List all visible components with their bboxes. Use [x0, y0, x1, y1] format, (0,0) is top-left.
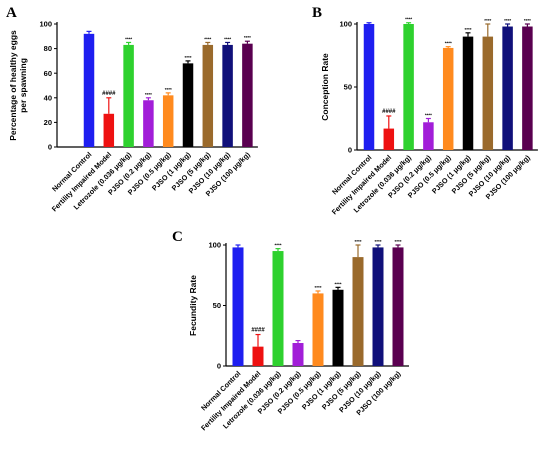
- y-tick-label: 60: [44, 69, 52, 78]
- panel-letter: A: [6, 5, 17, 21]
- bar: [252, 346, 264, 366]
- bar: [232, 247, 244, 366]
- significance-stars: ****: [184, 55, 191, 60]
- y-tick-label: 100: [208, 241, 221, 250]
- bar: [522, 26, 533, 150]
- bar: [242, 43, 253, 147]
- significance-stars: ****: [524, 18, 531, 23]
- bar: [312, 293, 324, 366]
- bar: [202, 44, 214, 147]
- bar: [482, 36, 494, 150]
- hash-annotation: ####: [102, 91, 116, 97]
- panel-letter: C: [172, 229, 183, 245]
- significance-stars: ****: [165, 87, 172, 92]
- significance-stars: ****: [354, 239, 361, 244]
- y-tick-label: 100: [339, 20, 352, 29]
- bar: [352, 257, 364, 366]
- bar: [222, 44, 233, 147]
- bar: [392, 247, 404, 366]
- y-tick-label: 40: [44, 93, 52, 102]
- bar: [403, 24, 414, 150]
- significance-stars: ****: [504, 18, 511, 23]
- bar: [372, 247, 384, 366]
- significance-stars: ****: [394, 239, 401, 244]
- significance-stars: ****: [484, 18, 491, 23]
- y-tick-label: 100: [39, 20, 52, 29]
- y-tick-label: 0: [48, 143, 52, 152]
- y-axis-label: Conception Rate: [320, 53, 330, 121]
- bar: [143, 100, 154, 147]
- bar: [332, 289, 344, 366]
- y-axis-label: per spawning: [18, 58, 28, 113]
- y-tick-label: 50: [344, 83, 352, 92]
- significance-stars: ****: [445, 41, 452, 46]
- bar: [383, 128, 395, 150]
- bar: [502, 26, 513, 150]
- bar: [462, 36, 474, 150]
- bar: [363, 24, 375, 150]
- y-tick-label: 80: [44, 44, 52, 53]
- significance-stars: ****: [204, 36, 211, 41]
- significance-stars: ****: [274, 243, 281, 248]
- bar: [103, 113, 115, 147]
- bar: [162, 95, 174, 147]
- bar: [182, 63, 194, 147]
- significance-stars: ****: [464, 27, 471, 32]
- significance-stars: ****: [334, 281, 341, 286]
- y-axis-label: Fecundity Rate: [188, 275, 198, 336]
- bar: [123, 44, 134, 147]
- significance-stars: ****: [374, 239, 381, 244]
- significance-stars: ****: [405, 17, 412, 22]
- panel-letter: B: [312, 5, 322, 21]
- bar: [423, 122, 434, 150]
- bar: [442, 47, 454, 150]
- y-axis-label: Percentage of healthy eggs: [8, 30, 18, 141]
- hash-annotation: ####: [382, 109, 396, 115]
- y-tick-label: 0: [348, 146, 352, 155]
- bar: [292, 343, 304, 366]
- hash-annotation: ####: [251, 328, 265, 334]
- bar: [272, 251, 284, 366]
- bar: [83, 33, 95, 148]
- y-tick-label: 0: [217, 362, 221, 371]
- significance-stars: ****: [145, 92, 152, 97]
- y-tick-label: 20: [44, 118, 52, 127]
- significance-stars: ****: [224, 36, 231, 41]
- significance-stars: ****: [425, 113, 432, 118]
- significance-stars: ****: [244, 35, 251, 40]
- y-tick-label: 50: [213, 301, 221, 310]
- significance-stars: ****: [314, 285, 321, 290]
- chart-panel-a: A 0 20 40 60 80 100 Percentage of healthy eggs p…: [6, 5, 258, 213]
- significance-stars: ****: [125, 36, 132, 41]
